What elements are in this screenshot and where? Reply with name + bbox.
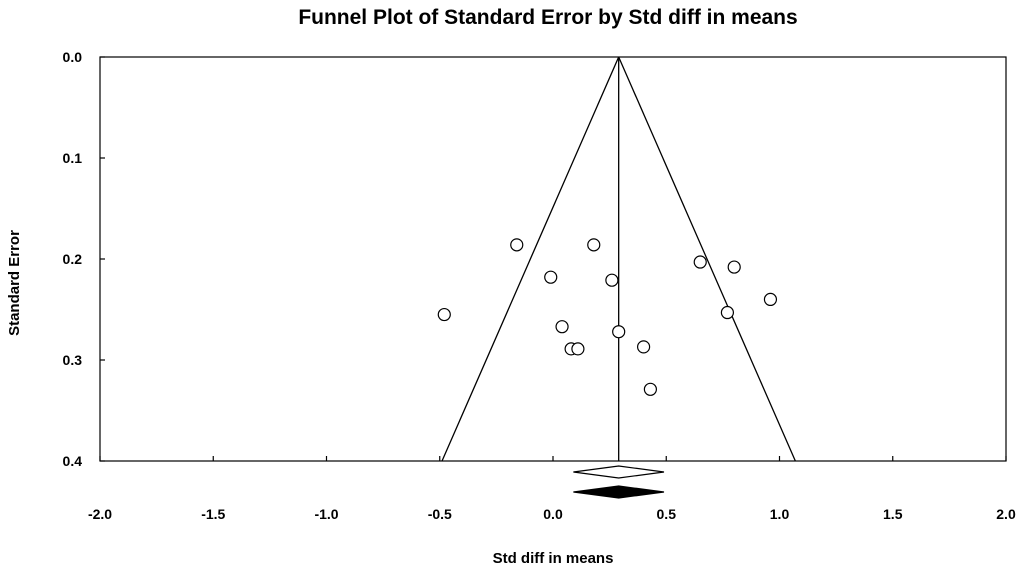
study-point	[510, 238, 524, 252]
x-tick-label: -1.0	[314, 506, 338, 522]
study-point	[636, 340, 651, 354]
y-tick-label: 0.0	[63, 49, 83, 65]
x-tick-label: -1.5	[201, 506, 225, 522]
study-point	[437, 307, 451, 322]
study-point	[555, 320, 569, 334]
funnel-lines	[441, 56, 796, 462]
study-point	[587, 238, 601, 252]
summary-diamonds	[573, 465, 665, 499]
x-tick-label: 1.0	[770, 506, 790, 522]
summary-diamond-observed	[573, 465, 665, 479]
study-point	[544, 270, 558, 284]
summary-diamond-adjusted	[573, 485, 665, 499]
data-points	[437, 238, 778, 396]
y-tick-label: 0.1	[63, 150, 83, 166]
x-axis-label: Std diff in means	[493, 550, 614, 567]
y-tick-label: 0.3	[63, 352, 83, 368]
x-tick-label: 0.0	[543, 506, 563, 522]
study-point	[612, 325, 626, 339]
study-point	[720, 305, 735, 320]
y-axis-ticks: 0.0 0.1 0.2 0.3 0.4	[63, 49, 105, 469]
study-point	[693, 255, 707, 269]
x-tick-label: 2.0	[996, 506, 1016, 522]
x-tick-label: -0.5	[428, 506, 452, 522]
x-tick-label: -2.0	[88, 506, 112, 522]
x-tick-label: 1.5	[883, 506, 903, 522]
x-tick-label: 0.5	[657, 506, 677, 522]
funnel-left-line	[441, 56, 620, 462]
study-point	[643, 382, 657, 396]
funnel-right-line	[618, 56, 796, 462]
study-point	[763, 292, 778, 306]
study-point	[605, 273, 619, 287]
chart-title: Funnel Plot of Standard Error by Std dif…	[298, 6, 797, 29]
plot-area-frame	[99, 56, 1007, 462]
y-tick-label: 0.2	[63, 251, 83, 267]
x-axis-ticks: -2.0 -1.5 -1.0 -0.5 0.0 0.5 1.0 1.5 2.0	[88, 456, 1016, 522]
study-point	[571, 342, 585, 356]
study-point	[727, 260, 741, 274]
y-axis-label: Standard Error	[6, 230, 23, 336]
y-tick-label: 0.4	[63, 453, 83, 469]
